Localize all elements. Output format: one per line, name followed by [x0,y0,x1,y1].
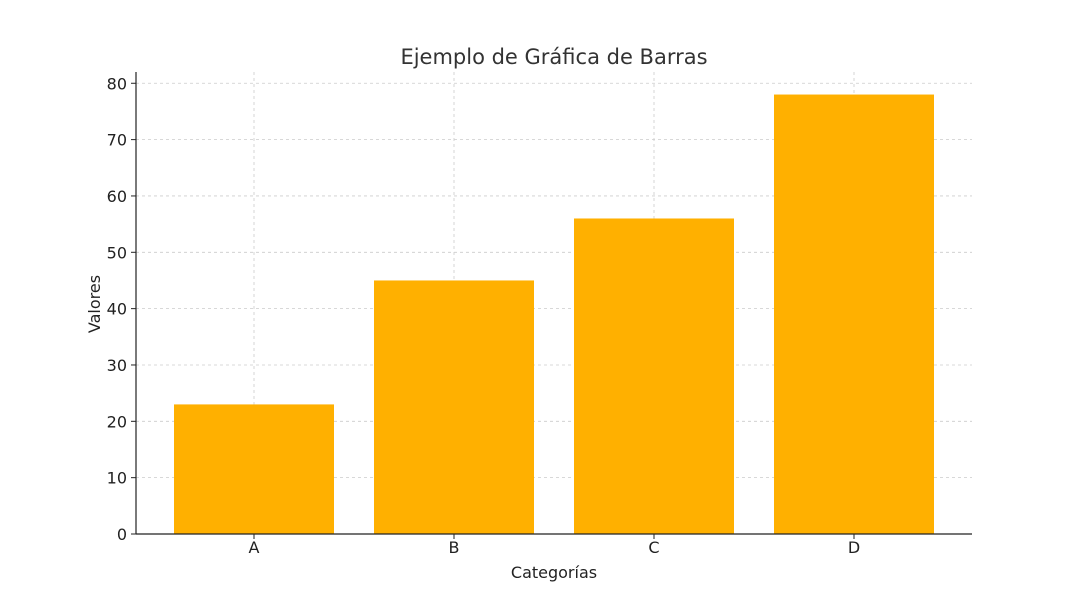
axes [135,72,972,535]
x-tick-label: C [648,538,659,557]
bars [174,94,934,535]
bar-d [774,94,934,534]
y-tick-label: 80 [107,74,127,93]
x-tick-label: A [249,538,260,557]
y-axis-label: Valores [85,275,104,333]
y-tick-labels: 0 10 20 30 40 50 60 70 80 [107,74,136,544]
y-tick-label: 30 [107,356,127,375]
y-tick-label: 0 [117,525,127,544]
y-tick-label: 60 [107,187,127,206]
x-axis-label: Categorías [511,563,597,582]
y-tick-label: 70 [107,131,127,150]
chart-title: Ejemplo de Gráfica de Barras [400,45,707,69]
x-tick-label: B [449,538,460,557]
bar-b [374,280,534,534]
bar-a [174,404,334,534]
y-tick-label: 20 [107,412,127,431]
y-tick-label: 40 [107,300,127,319]
x-tick-labels: A B C D [249,534,860,557]
bar-c [574,218,734,535]
y-tick-label: 10 [107,469,127,488]
y-tick-label: 50 [107,243,127,262]
x-tick-label: D [848,538,860,557]
